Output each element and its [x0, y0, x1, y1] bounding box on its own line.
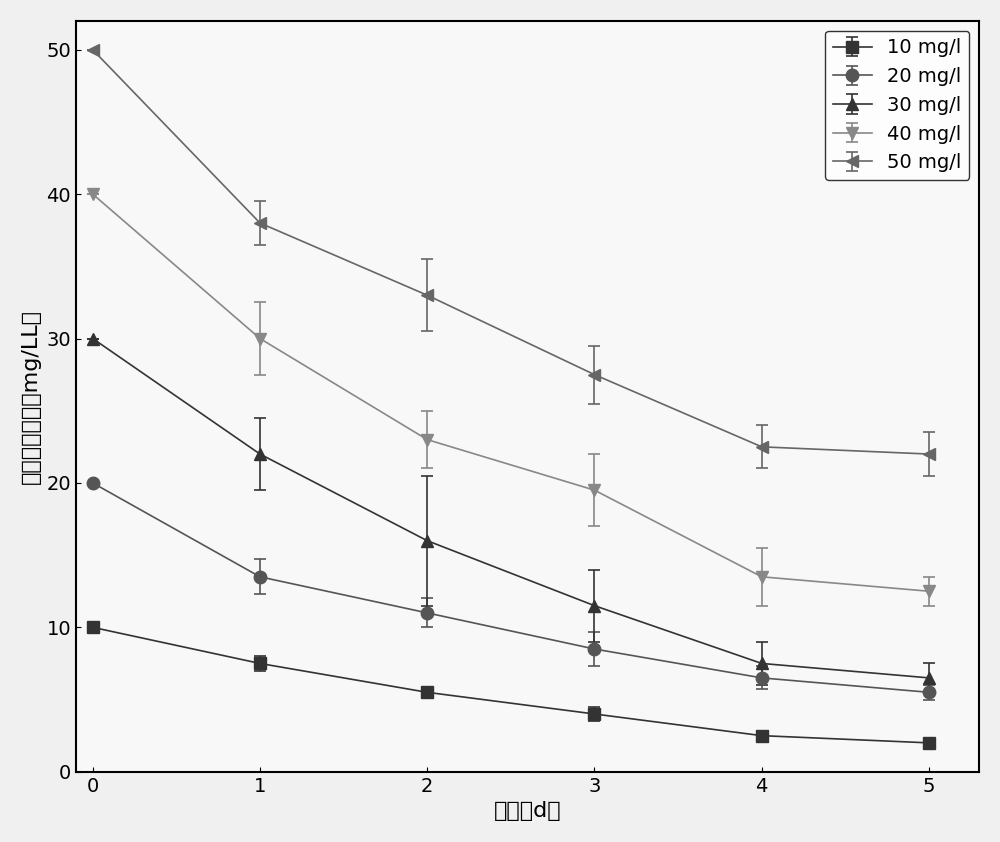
Y-axis label: 乙草胺残留量（mg/LL）: 乙草胺残留量（mg/LL） — [21, 309, 41, 484]
X-axis label: 时间（d）: 时间（d） — [494, 802, 561, 821]
Legend: 10 mg/l, 20 mg/l, 30 mg/l, 40 mg/l, 50 mg/l: 10 mg/l, 20 mg/l, 30 mg/l, 40 mg/l, 50 m… — [825, 30, 969, 180]
